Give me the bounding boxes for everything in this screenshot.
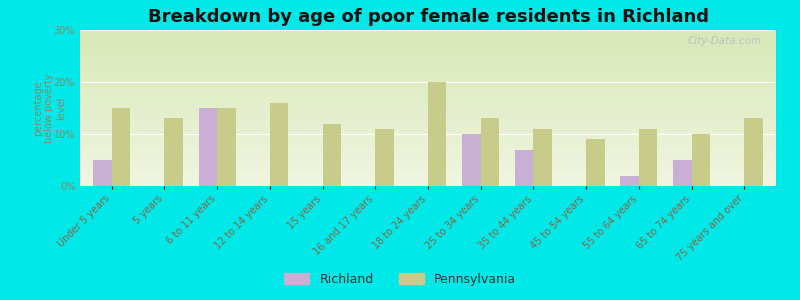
Bar — [428, 82, 446, 186]
Bar — [270, 103, 288, 186]
Bar — [621, 176, 639, 186]
Text: City-Data.com: City-Data.com — [688, 36, 762, 46]
Bar — [481, 118, 499, 186]
Bar — [586, 139, 605, 186]
Bar — [217, 108, 235, 186]
Y-axis label: percentage
below poverty
level: percentage below poverty level — [33, 73, 66, 143]
Bar — [744, 118, 763, 186]
Bar — [164, 118, 183, 186]
Bar — [375, 129, 394, 186]
Legend: Richland, Pennsylvania: Richland, Pennsylvania — [279, 268, 521, 291]
Bar — [462, 134, 481, 186]
Bar — [198, 108, 217, 186]
Bar — [112, 108, 130, 186]
Title: Breakdown by age of poor female residents in Richland: Breakdown by age of poor female resident… — [147, 8, 709, 26]
Bar — [93, 160, 112, 186]
Bar — [673, 160, 692, 186]
Bar — [515, 150, 534, 186]
Bar — [639, 129, 658, 186]
Bar — [692, 134, 710, 186]
Bar — [534, 129, 552, 186]
Bar — [322, 124, 341, 186]
